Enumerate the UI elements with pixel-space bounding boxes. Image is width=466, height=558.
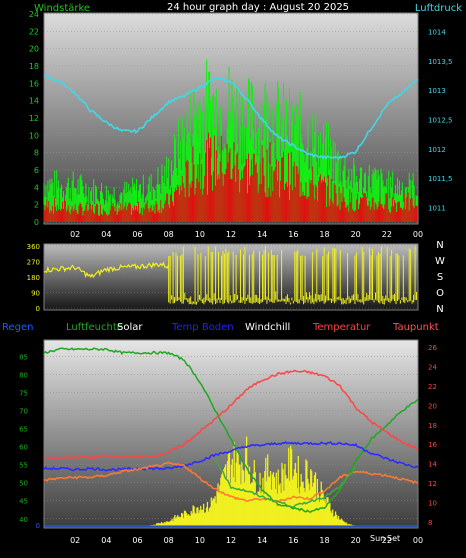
x-tick-label: 12: [226, 536, 236, 545]
direction-label-n-bottom: N: [436, 304, 443, 315]
y-left-tick-label: 6: [34, 166, 39, 175]
legend-taupunkt: Taupunkt: [392, 322, 439, 333]
legend-luftfeuchte: Luftfeuchte: [66, 322, 123, 333]
right-axis-title: Luftdruck: [415, 3, 462, 14]
y-left-tick-label: 20: [29, 45, 39, 54]
rain-tick-label: 0: [36, 522, 40, 530]
y-left-tick-label: 18: [29, 62, 39, 71]
x-tick-label: 18: [319, 230, 329, 239]
x-tick-label: 04: [101, 230, 111, 239]
x-tick-label: 18: [319, 536, 329, 545]
x-tick-label: 22: [382, 230, 392, 239]
climate-series-line: [43, 369, 419, 460]
legend-regen: Regen: [2, 322, 34, 333]
y-left-tick-label: 65: [19, 426, 28, 434]
climate-series-line: [43, 461, 419, 503]
y-left-tick-label: 85: [19, 353, 28, 361]
pressure-line: [43, 74, 419, 160]
y-left-tick-label: 16: [29, 79, 39, 88]
y-right-tick-label: 1011,5: [428, 175, 453, 183]
legend: Regen Luftfeuchte Solar Temp Boden Windc…: [2, 322, 439, 333]
y-left-tick-label: 50: [19, 480, 28, 488]
climate-panel: [43, 339, 419, 529]
wind-direction-line: [43, 261, 170, 279]
y-left-tick-label: 0: [34, 218, 39, 227]
y-left-tick-label: 45: [19, 498, 28, 506]
y-right-tick-label: 1011: [428, 204, 446, 212]
x-tick-label: 06: [132, 230, 142, 239]
x-tick-label: 02: [70, 536, 80, 545]
y-right-tick-label: 20: [428, 402, 437, 410]
sunset-label: Set: [387, 534, 400, 543]
x-tick-label: 10: [195, 536, 205, 545]
y-left-tick-label: 80: [19, 371, 28, 379]
y-right-tick-label: 12: [428, 480, 437, 488]
y-left-tick-label: 2: [34, 201, 39, 210]
y-left-tick-label: 10: [29, 131, 39, 140]
y-left-tick-label: 70: [19, 408, 28, 416]
climate-series-line: [214, 458, 357, 509]
x-tick-label: 16: [288, 230, 298, 239]
x-tick-label: 00: [413, 536, 423, 545]
direction-label-w: W: [435, 256, 445, 267]
legend-windchill: Windchill: [245, 322, 290, 333]
direction-tick-label: 360: [27, 243, 40, 251]
y-right-tick-label: 1013: [428, 87, 446, 95]
climate-series-line: [43, 441, 419, 472]
y-right-tick-label: 22: [428, 383, 437, 391]
y-right-tick-label: 10: [428, 500, 437, 508]
sunrise-label: Sun: [370, 534, 385, 543]
chart-title: 24 hour graph day : August 20 2025: [167, 2, 349, 13]
x-tick-label: 06: [132, 536, 142, 545]
x-tick-label: 10: [195, 230, 205, 239]
climate-series-line: [43, 347, 419, 514]
y-left-tick-label: 75: [19, 390, 28, 398]
direction-label-o: O: [436, 288, 444, 299]
left-axis-title: Windstärke: [34, 3, 90, 14]
direction-tick-label: 180: [27, 274, 40, 282]
y-left-tick-label: 40: [19, 516, 28, 524]
x-tick-label: 04: [101, 536, 111, 545]
direction-tick-label: 270: [27, 259, 40, 267]
y-right-tick-label: 26: [428, 344, 437, 352]
y-right-tick-label: 18: [428, 422, 437, 430]
x-tick-label: 02: [70, 230, 80, 239]
direction-tick-label: 0: [36, 305, 40, 313]
direction-label-s: S: [437, 272, 443, 283]
y-left-tick-label: 14: [29, 97, 39, 106]
y-left-tick-label: 4: [34, 183, 39, 192]
y-right-tick-label: 14: [428, 461, 437, 469]
x-tick-label: 14: [257, 536, 267, 545]
y-left-tick-label: 24: [29, 10, 39, 19]
y-right-tick-label: 1014: [428, 29, 446, 37]
x-tick-label: 08: [164, 536, 174, 545]
y-left-tick-label: 60: [19, 444, 28, 452]
x-tick-label: 14: [257, 230, 267, 239]
legend-temperatur: Temperatur: [312, 322, 371, 333]
y-right-tick-label: 8: [428, 519, 432, 527]
x-tick-label: 20: [351, 536, 361, 545]
y-left-tick-label: 55: [19, 462, 28, 470]
x-tick-label: 00: [413, 230, 423, 239]
y-left-tick-label: 12: [29, 114, 39, 123]
x-tick-label: 08: [164, 230, 174, 239]
x-tick-label: 12: [226, 230, 236, 239]
direction-label-n-top: N: [436, 240, 443, 251]
y-right-tick-label: 24: [428, 363, 437, 371]
y-left-tick-label: 8: [34, 149, 39, 158]
direction-tick-label: 90: [31, 290, 40, 298]
x-tick-label: 16: [288, 536, 298, 545]
y-right-tick-label: 1013,5: [428, 58, 453, 66]
x-tick-label: 22: [382, 536, 392, 545]
legend-solar: Solar: [117, 322, 143, 333]
y-right-tick-label: 16: [428, 441, 437, 449]
legend-temp-boden: Temp Boden: [171, 322, 234, 333]
y-right-tick-label: 1012: [428, 146, 446, 154]
y-left-tick-label: 22: [29, 27, 39, 36]
y-right-tick-label: 1012,5: [428, 116, 453, 124]
direction-labels: N W S O N: [435, 240, 445, 315]
x-tick-label: 20: [351, 230, 361, 239]
